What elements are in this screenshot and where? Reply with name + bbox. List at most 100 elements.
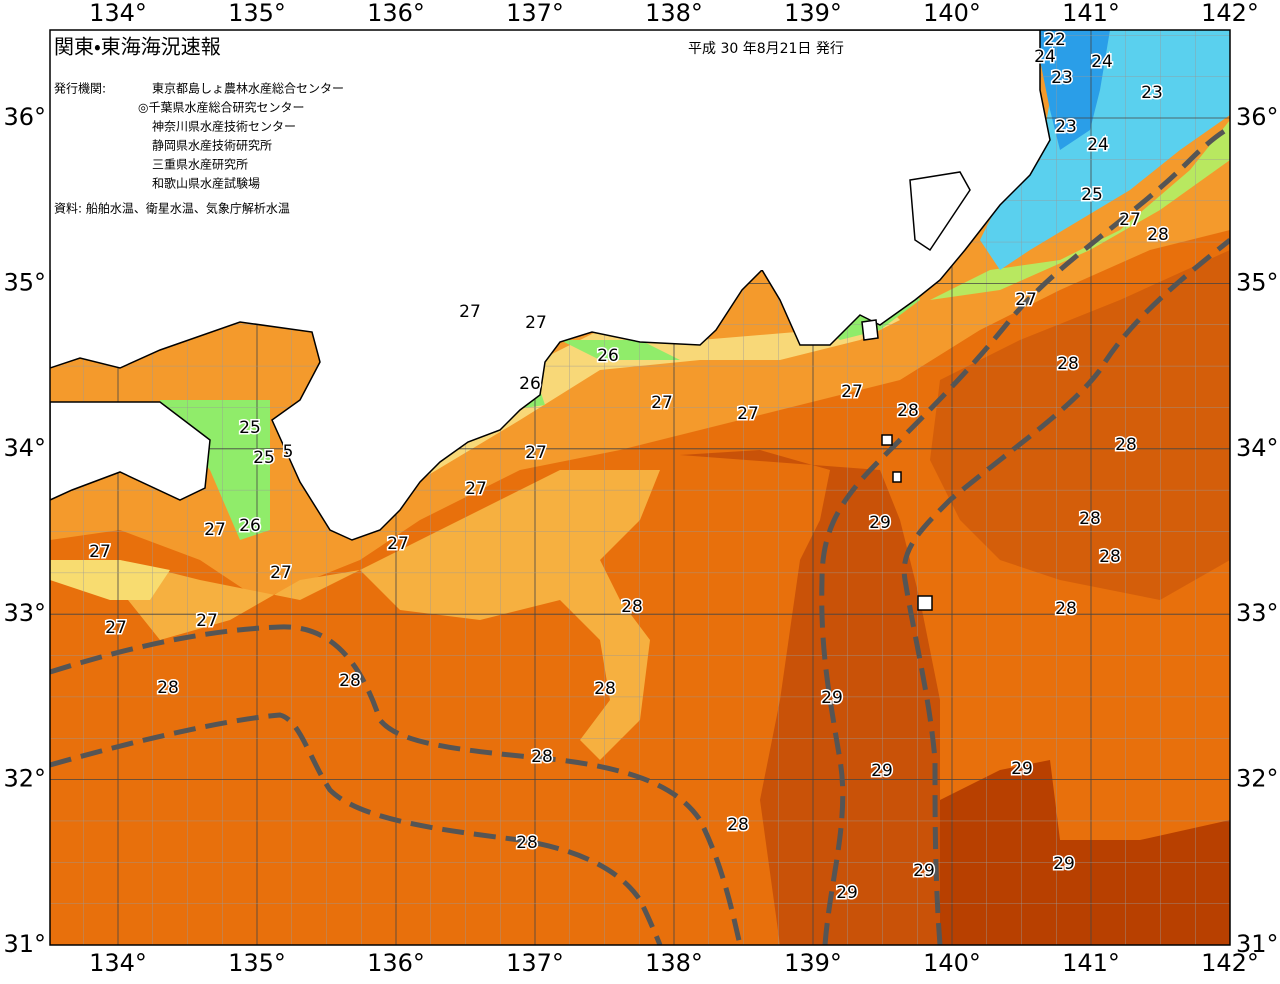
publisher-organization: 神奈川県水産技術センター bbox=[152, 119, 296, 134]
contour-label: 28 bbox=[897, 401, 919, 421]
data-sources: 資料: 船舶水温、衛星水温、気象庁解析水温 bbox=[54, 201, 290, 216]
contour-label: 24 bbox=[1087, 135, 1109, 155]
contour-label: 28 bbox=[1115, 435, 1137, 455]
publisher-organization: 東京都島しょ農林水産総合センター bbox=[152, 81, 344, 96]
contour-label: 27 bbox=[89, 542, 111, 562]
contour-label: 22 bbox=[1044, 30, 1066, 50]
longitude-label: 137° bbox=[506, 0, 564, 27]
front-line bbox=[50, 712, 663, 945]
sea-29-southeast bbox=[940, 760, 1230, 945]
longitude-label: 138° bbox=[645, 0, 703, 27]
contour-label: 26 bbox=[239, 516, 261, 536]
longitude-label: 141° bbox=[1062, 0, 1120, 27]
contour-label: 27 bbox=[270, 563, 292, 583]
sea-22 bbox=[1040, 30, 1110, 150]
map-frame bbox=[49, 29, 1231, 946]
contour-label: 28 bbox=[1099, 547, 1121, 567]
contour-label: 27 bbox=[465, 479, 487, 499]
contour-label: 26 bbox=[519, 374, 541, 394]
latitude-label: 34° bbox=[1236, 434, 1279, 462]
sea-28-east bbox=[930, 250, 1230, 600]
contour-label: 27 bbox=[105, 618, 127, 638]
contour-label: 28 bbox=[1055, 599, 1077, 619]
publisher-organization: ◎千葉県水産総合研究センター bbox=[138, 100, 304, 115]
longitude-label: 137° bbox=[506, 949, 564, 977]
boso-peninsula bbox=[909, 171, 971, 252]
sea-27-tongue bbox=[50, 470, 660, 760]
contour-label: 24 bbox=[1091, 52, 1113, 72]
latitude-label: 32° bbox=[1236, 765, 1279, 793]
contour-label: 27 bbox=[841, 382, 863, 402]
longitude-label: 139° bbox=[784, 949, 842, 977]
contour-label: 25 bbox=[1081, 185, 1103, 205]
contour-label: 29 bbox=[871, 761, 893, 781]
contour-label: 23 bbox=[1051, 68, 1073, 88]
front-line bbox=[50, 624, 743, 945]
contour-label: 27 bbox=[387, 534, 409, 554]
longitude-label: 136° bbox=[367, 949, 425, 977]
latitude-label: 33° bbox=[3, 599, 46, 627]
longitude-label: 140° bbox=[923, 0, 981, 27]
contour-label: 28 bbox=[621, 597, 643, 617]
latitude-label: 35° bbox=[3, 268, 46, 296]
contour-label: 25 bbox=[239, 418, 261, 438]
contour-label: 29 bbox=[836, 883, 858, 903]
latitude-label: 31° bbox=[3, 930, 46, 958]
longitude-label: 135° bbox=[228, 949, 286, 977]
shikoku bbox=[50, 401, 211, 501]
longitude-label: 138° bbox=[645, 949, 703, 977]
front-lines bbox=[50, 125, 1230, 945]
sea-26-ise bbox=[500, 340, 680, 410]
latitude-label: 32° bbox=[3, 765, 46, 793]
contour-label: 28 bbox=[516, 833, 538, 853]
latitude-label: 33° bbox=[1236, 599, 1279, 627]
latitude-label: 36° bbox=[3, 103, 46, 131]
longitude-label: 139° bbox=[784, 0, 842, 27]
contour-label: 27 bbox=[204, 520, 226, 540]
sea-24 bbox=[980, 30, 1230, 270]
map-title: 関東・東海海況速報 bbox=[54, 35, 221, 59]
contour-label: 29 bbox=[913, 861, 935, 881]
contour-label: 25 bbox=[253, 448, 275, 468]
contour-label: 28 bbox=[727, 815, 749, 835]
issue-date: 平成 30 年8月21日 発行 bbox=[688, 41, 844, 57]
contour-label: 28 bbox=[339, 671, 361, 691]
contour-label: 27 bbox=[459, 302, 481, 322]
contour-label: 24 bbox=[1034, 47, 1056, 67]
contour-label: 28 bbox=[531, 747, 553, 767]
axes: 134° 134° 135° 135° 136° 136° 137° 137° 138° 138°… bbox=[3, 0, 1278, 977]
longitude-label: 140° bbox=[923, 949, 981, 977]
contour-label: 27 bbox=[525, 443, 547, 463]
contour-label: 27 bbox=[525, 313, 547, 333]
izu-islands bbox=[861, 319, 933, 611]
contour-label: 5 bbox=[283, 442, 294, 462]
front-line bbox=[819, 125, 1230, 945]
publisher-organization: 静岡県水産技術研究所 bbox=[152, 138, 272, 153]
contour-label: 29 bbox=[821, 688, 843, 708]
longitude-label: 142° bbox=[1201, 949, 1259, 977]
contour-label: 27 bbox=[737, 404, 759, 424]
front-line bbox=[901, 238, 1230, 945]
sea-26 bbox=[50, 560, 170, 600]
contour-label: 28 bbox=[1147, 225, 1169, 245]
contour-label: 27 bbox=[651, 393, 673, 413]
contour-label: 28 bbox=[157, 678, 179, 698]
longitude-label: 134° bbox=[89, 949, 147, 977]
contour-label: 27 bbox=[196, 611, 218, 631]
longitude-label: 136° bbox=[367, 0, 425, 27]
contour-label: 28 bbox=[1057, 354, 1079, 374]
latitude-label: 35° bbox=[1236, 268, 1279, 296]
longitude-label: 142° bbox=[1201, 0, 1259, 27]
contour-label: 23 bbox=[1141, 83, 1163, 103]
publisher-organization: 和歌山県水産試験場 bbox=[152, 176, 260, 191]
longitude-label: 135° bbox=[228, 0, 286, 27]
publisher-label: 発行機関: bbox=[54, 82, 106, 96]
contour-label: 29 bbox=[1011, 759, 1033, 779]
contour-label: 29 bbox=[869, 513, 891, 533]
longitude-label: 134° bbox=[89, 0, 147, 27]
